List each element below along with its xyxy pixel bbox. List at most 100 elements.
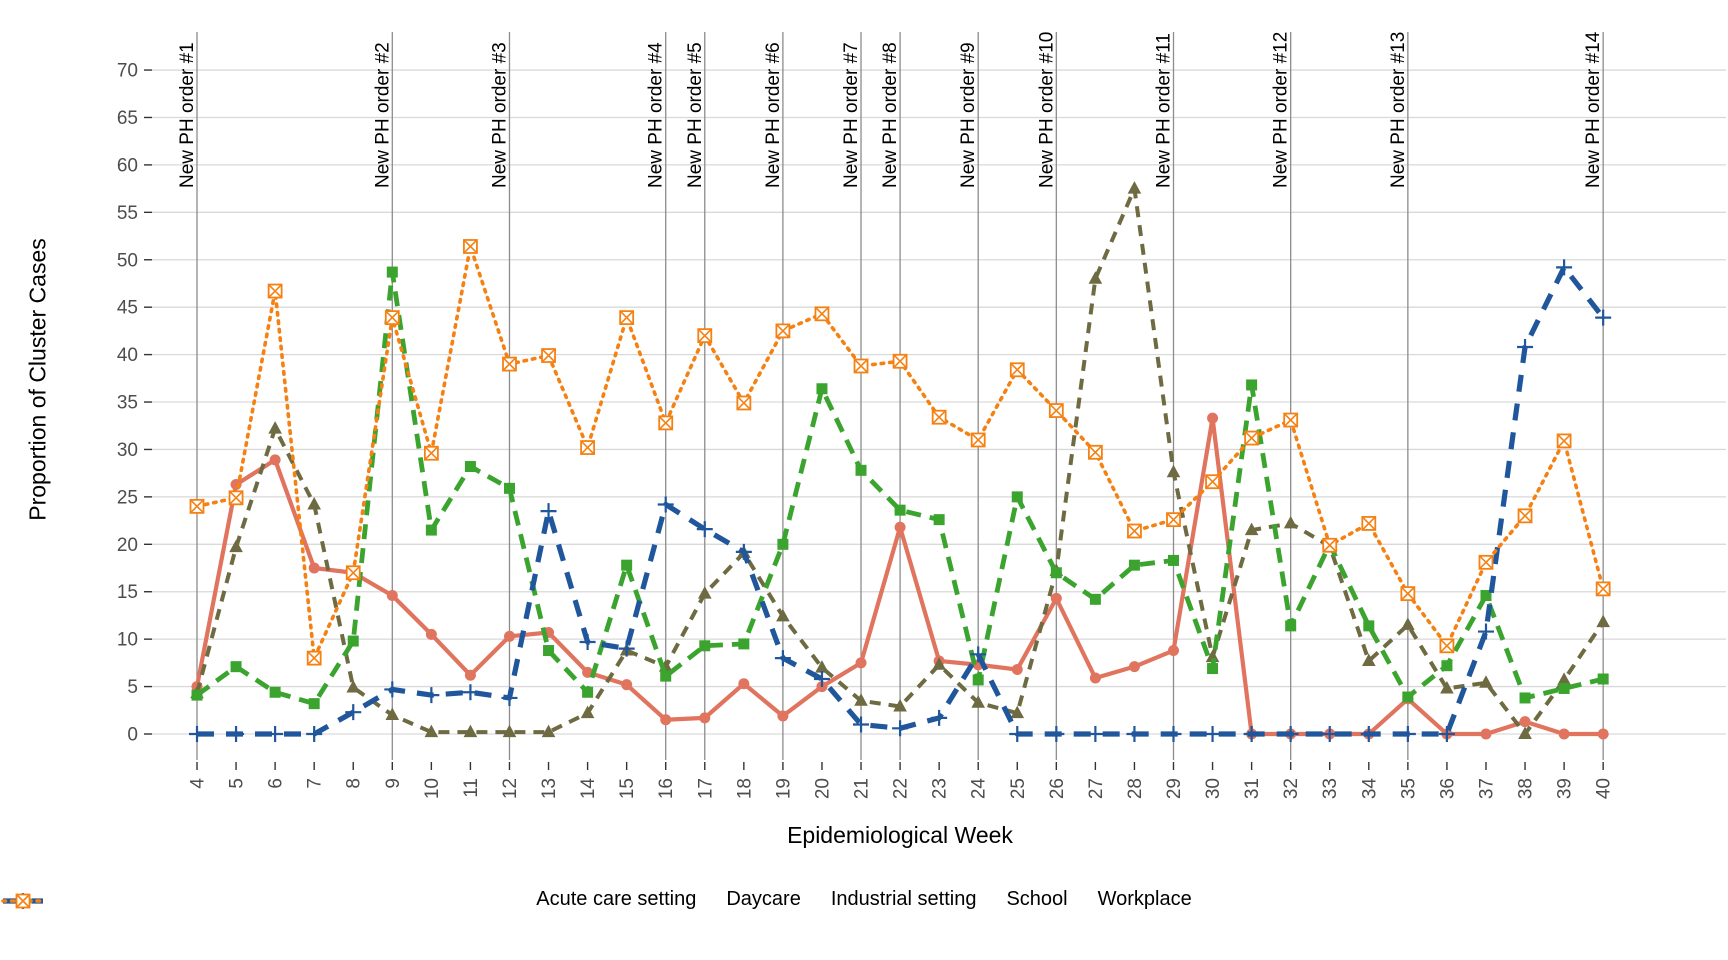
point-square-x-cross	[1478, 555, 1494, 570]
point-square-x-cross	[424, 446, 439, 461]
point-square-x-cross	[502, 357, 517, 372]
x-axis-title: Epidemiological Week	[787, 822, 1013, 848]
point-square	[777, 538, 789, 550]
point-plus	[1009, 726, 1026, 742]
point-plus	[1438, 726, 1455, 742]
point-square	[816, 383, 828, 395]
point-plus	[931, 709, 948, 726]
point-plus	[462, 684, 479, 701]
point-plus	[657, 496, 674, 513]
point-square	[230, 661, 242, 673]
x-tick-label: 32	[1281, 778, 1302, 799]
x-tick-label: 30	[1203, 778, 1224, 799]
point-square-x-cross	[1205, 474, 1220, 489]
point-square	[1402, 691, 1414, 703]
point-square-x-cross	[814, 306, 830, 321]
point-plus	[1048, 726, 1065, 742]
point-plus	[267, 726, 284, 742]
point-triangle	[815, 660, 829, 673]
y-tick-label: 70	[117, 61, 138, 82]
x-axis-ticks: 4 5 6 7 8 9 10 11 12 13 14 15 16 17 18 19 20 21 22 23 24 25 26…	[188, 762, 1615, 799]
x-tick-label: 26	[1047, 778, 1068, 799]
point-square-x-cross	[385, 310, 400, 325]
point-triangle	[580, 705, 595, 719]
point-square	[699, 640, 711, 652]
y-gridlines	[152, 69, 1726, 735]
point-square	[1558, 682, 1570, 694]
legend: Acute care setting Daycare Industrial sett…	[0, 888, 1728, 911]
point-plus	[189, 726, 205, 742]
point-circle	[1011, 664, 1023, 676]
point-square	[425, 524, 437, 536]
point-square	[660, 670, 672, 682]
point-plus	[1477, 623, 1494, 640]
y-tick-label: 40	[117, 345, 138, 366]
point-triangle	[229, 539, 243, 553]
point-triangle	[307, 496, 321, 510]
point-triangle	[385, 707, 400, 721]
point-circle	[1519, 716, 1531, 728]
x-tick-label: 15	[617, 778, 638, 799]
y-tick-label: 30	[117, 440, 138, 461]
legend-key-square-x-icon	[1, 893, 45, 909]
y-tick-label: 65	[117, 108, 138, 129]
y-tick-label: 50	[117, 250, 138, 271]
point-square-x-cross	[619, 310, 634, 325]
y-tick-label: 45	[117, 298, 138, 319]
x-tick-label: 35	[1398, 778, 1419, 799]
y-tick-label: 5	[127, 677, 138, 698]
point-square-x-cross	[1557, 433, 1572, 448]
point-triangle	[502, 724, 517, 738]
point-square	[464, 461, 476, 473]
point-triangle	[1440, 680, 1454, 694]
x-tick-label: 27	[1086, 778, 1107, 799]
point-square-x-cross	[1127, 523, 1142, 539]
point-circle	[1558, 728, 1570, 740]
ph-order-label-12: New PH order #12	[1271, 32, 1292, 188]
ph-order-label-10: New PH order #10	[1036, 32, 1057, 188]
point-plus	[1126, 726, 1143, 742]
point-triangle	[541, 724, 556, 738]
x-tick-label: 40	[1594, 778, 1615, 799]
point-triangle	[1283, 515, 1298, 529]
point-square-x-cross	[971, 432, 986, 448]
x-tick-label: 13	[539, 778, 560, 799]
point-circle	[503, 630, 515, 642]
legend-item-school: School	[3, 888, 1068, 911]
point-square	[621, 559, 633, 571]
point-plus	[1204, 726, 1221, 742]
point-circle	[582, 666, 594, 678]
point-plus	[1165, 726, 1182, 742]
point-triangle	[1362, 653, 1376, 666]
ph-order-label-1: New PH order #1	[177, 42, 198, 188]
point-triangle	[463, 724, 478, 738]
ph-order-label-14: New PH order #14	[1583, 31, 1604, 188]
point-square-x-cross	[1439, 638, 1454, 653]
point-square-x-cross	[228, 490, 244, 505]
point-square	[1168, 554, 1179, 566]
point-square-x-cross	[736, 395, 751, 411]
ph-order-label-2: New PH order #2	[372, 42, 393, 188]
x-tick-label: 6	[266, 778, 287, 789]
point-plus	[306, 726, 323, 742]
ph-order-label-6: New PH order #6	[763, 42, 784, 188]
point-square	[1050, 567, 1062, 579]
point-square	[347, 635, 359, 647]
legend-item-daycare: Daycare	[3, 888, 801, 911]
point-square	[738, 638, 750, 650]
point-square	[582, 686, 594, 698]
y-tick-label: 15	[117, 582, 138, 603]
point-plus	[774, 650, 791, 667]
point-plus	[384, 681, 401, 698]
point-square	[1207, 663, 1219, 675]
point-triangle	[424, 724, 439, 738]
series-workplace	[189, 239, 1611, 666]
legend-item-acute-care-setting: Acute care setting	[3, 888, 696, 911]
point-square-x-cross	[15, 893, 31, 909]
point-square	[933, 514, 945, 526]
ph-order-annotations: New PH order #1 New PH order #2 New PH ord…	[177, 31, 1604, 760]
point-circle	[855, 657, 867, 669]
x-tick-label: 29	[1164, 778, 1185, 799]
point-plus	[540, 503, 557, 520]
